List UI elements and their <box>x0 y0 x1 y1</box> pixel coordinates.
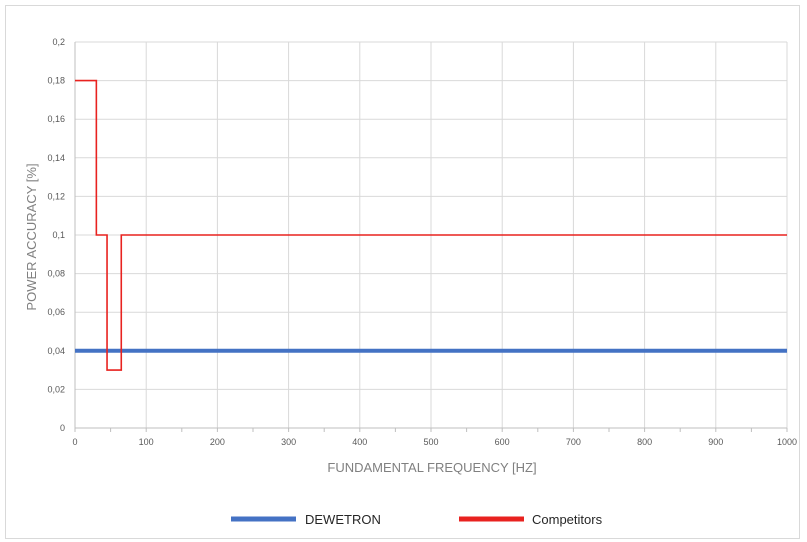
y-tick-label: 0,1 <box>52 230 65 240</box>
y-tick-label: 0 <box>60 423 65 433</box>
y-tick-label: 0,08 <box>47 269 65 279</box>
y-tick-label: 0,2 <box>52 37 65 47</box>
x-tick-label: 100 <box>139 437 154 447</box>
legend-label-competitors: Competitors <box>532 512 603 527</box>
y-tick-label: 0,06 <box>47 307 65 317</box>
y-tick-labels: 0 0,02 0,04 0,06 0,08 0,1 0,12 0,14 0,16 0,18 0,2 <box>47 37 65 433</box>
y-tick-label: 0,02 <box>47 384 65 394</box>
series-lines <box>75 79 787 371</box>
legend-label-dewetron: DEWETRON <box>305 512 381 527</box>
x-tick-label: 500 <box>423 437 438 447</box>
y-tick-label: 0,12 <box>47 191 65 201</box>
y-tick-label: 0,16 <box>47 114 65 124</box>
x-tick-label: 200 <box>210 437 225 447</box>
x-tick-label: 700 <box>566 437 581 447</box>
x-tick-labels: 0 100 200 300 400 500 600 700 800 900 1000 <box>72 437 797 447</box>
x-tick-label: 300 <box>281 437 296 447</box>
axes <box>74 42 788 432</box>
legend: DEWETRON Competitors <box>231 512 603 527</box>
series-line-competitors <box>75 79 787 371</box>
x-tick-label: 900 <box>708 437 723 447</box>
x-tick-label: 0 <box>72 437 77 447</box>
chart-frame <box>5 5 800 539</box>
x-tick-label: 600 <box>495 437 510 447</box>
y-axis-title: POWER ACCURACY [%] <box>24 163 39 310</box>
x-tick-label: 400 <box>352 437 367 447</box>
x-tick-label: 1000 <box>777 437 797 447</box>
x-tick-label: 800 <box>637 437 652 447</box>
y-tick-label: 0,04 <box>47 346 65 356</box>
x-axis-title: FUNDAMENTAL FREQUENCY [HZ] <box>327 460 536 475</box>
y-tick-label: 0,14 <box>47 153 65 163</box>
y-tick-label: 0,18 <box>47 76 65 86</box>
